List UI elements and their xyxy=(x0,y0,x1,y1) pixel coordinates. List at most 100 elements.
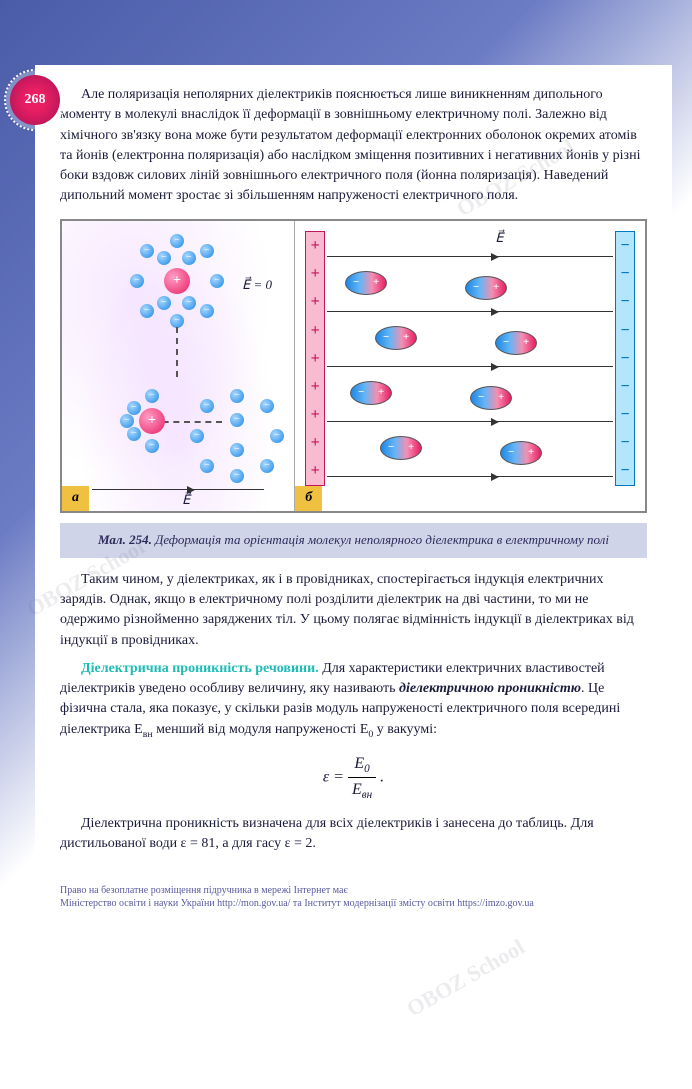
caption-prefix: Мал. 254. xyxy=(98,532,152,547)
dipole-molecule: −+ xyxy=(345,271,387,295)
atom-polarized-cloud: − − − − − − − − − − xyxy=(192,391,282,481)
electron-icon: − xyxy=(230,389,244,403)
formula-fraction: E0 Eвн xyxy=(348,752,376,804)
electron-icon: − xyxy=(200,459,214,473)
electron-icon: − xyxy=(145,389,159,403)
section-title: Діелектрична проникність речовини. xyxy=(81,661,319,676)
atom-neutral: + − − − − − − − − − − − − xyxy=(132,236,222,326)
plate-charge: + xyxy=(311,319,320,342)
electron-icon: − xyxy=(190,429,204,443)
plate-charge: + xyxy=(311,375,320,398)
plate-charge: − xyxy=(620,262,629,285)
paragraph-1: Але поляризація неполярних діелектриків … xyxy=(60,85,647,207)
footer-line-1: Право на безоплатне розміщення підручник… xyxy=(60,884,647,897)
plate-charge: + xyxy=(311,347,320,370)
electron-icon: − xyxy=(130,274,144,288)
plate-charge: + xyxy=(311,290,320,313)
electron-icon: − xyxy=(170,234,184,248)
dipole-molecule: −+ xyxy=(380,436,422,460)
electron-icon: − xyxy=(157,251,171,265)
nucleus-icon: + xyxy=(164,268,190,294)
electron-icon: − xyxy=(200,304,214,318)
plate-charge: − xyxy=(620,431,629,454)
plate-charge: − xyxy=(620,347,629,370)
electron-icon: − xyxy=(157,296,171,310)
formula-num-sub: 0 xyxy=(364,763,370,775)
page-content: Але поляризація неполярних діелектриків … xyxy=(35,65,672,930)
positive-plate: + + + + + + + + + xyxy=(305,231,325,486)
formula-den-sub: вн xyxy=(362,789,372,801)
formula-num: E xyxy=(354,755,364,772)
plate-charge: − xyxy=(620,234,629,257)
footer: Право на безоплатне розміщення підручник… xyxy=(60,884,647,910)
plate-charge: + xyxy=(311,403,320,426)
electron-icon: − xyxy=(182,296,196,310)
electron-icon: − xyxy=(140,304,154,318)
panel-b-label: б xyxy=(295,486,322,510)
dipole-molecule: −+ xyxy=(350,381,392,405)
plate-charge: − xyxy=(620,403,629,426)
electron-icon: − xyxy=(170,314,184,328)
plate-charge: − xyxy=(620,459,629,482)
electron-icon: − xyxy=(145,439,159,453)
nucleus-icon: + xyxy=(139,408,165,434)
electron-icon: − xyxy=(230,443,244,457)
electron-icon: − xyxy=(200,399,214,413)
figure-254: + − − − − − − − − − − − − E⃗ = 0 xyxy=(60,219,647,513)
plate-charge: − xyxy=(620,290,629,313)
electron-icon: − xyxy=(210,274,224,288)
page-number-badge: 268 xyxy=(10,75,60,125)
field-line xyxy=(327,311,613,312)
atom-polarized-nucleus: + − − − − − xyxy=(122,391,182,451)
negative-plate: − − − − − − − − − xyxy=(615,231,635,486)
figure-panel-b: + + + + + + + + + − − − − − − − xyxy=(295,221,645,511)
field-arrow xyxy=(92,489,264,490)
dipole-molecule: −+ xyxy=(465,276,507,300)
paragraph-2: Таким чином, у діелектриках, як і в пров… xyxy=(60,570,647,651)
figure-caption: Мал. 254. Деформація та орієнтація молек… xyxy=(60,523,647,558)
paragraph-4: Діелектрична проникність визначена для в… xyxy=(60,814,647,855)
electron-icon: − xyxy=(230,413,244,427)
dipole-molecule: −+ xyxy=(470,386,512,410)
panel-a-label: а xyxy=(62,486,89,510)
paragraph-3: Діелектрична проникність речовини. Для х… xyxy=(60,659,647,742)
e-label-b: E⃗ xyxy=(495,229,503,248)
electron-icon: − xyxy=(127,427,141,441)
formula-lhs: ε = xyxy=(323,768,344,785)
para3c: менший від модуля напруженості E xyxy=(153,722,369,737)
electron-icon: − xyxy=(260,399,274,413)
para3d: у вакуумі: xyxy=(373,722,437,737)
field-line xyxy=(327,476,613,477)
plate-charge: + xyxy=(311,234,320,257)
sub-vn: вн xyxy=(143,729,153,740)
electron-icon: − xyxy=(200,244,214,258)
page-number: 268 xyxy=(25,92,46,108)
electron-icon: − xyxy=(182,251,196,265)
formula-end: . xyxy=(380,768,384,785)
field-line xyxy=(327,256,613,257)
watermark: OBOZ School xyxy=(402,934,529,1022)
e-zero-label: E⃗ = 0 xyxy=(242,276,272,295)
plate-charge: + xyxy=(311,431,320,454)
dipole-molecule: −+ xyxy=(495,331,537,355)
dipole-molecule: −+ xyxy=(500,441,542,465)
caption-text: Деформація та орієнтація молекул неполяр… xyxy=(155,532,609,547)
electron-icon: − xyxy=(260,459,274,473)
field-line xyxy=(327,421,613,422)
plate-charge: + xyxy=(311,262,320,285)
formula-den: E xyxy=(352,781,362,798)
e-label: E⃗ xyxy=(182,491,190,510)
plate-charge: + xyxy=(311,459,320,482)
electron-icon: − xyxy=(230,469,244,483)
electron-icon: − xyxy=(270,429,284,443)
field-line xyxy=(327,366,613,367)
formula-permittivity: ε = E0 Eвн . xyxy=(60,752,647,804)
dashed-connector xyxy=(176,327,178,377)
plate-charge: − xyxy=(620,319,629,342)
electron-icon: − xyxy=(127,401,141,415)
footer-line-2: Міністерство освіти і науки України http… xyxy=(60,897,647,910)
figure-panel-a: + − − − − − − − − − − − − E⃗ = 0 xyxy=(62,221,295,511)
plate-charge: − xyxy=(620,375,629,398)
electron-icon: − xyxy=(140,244,154,258)
dipole-molecule: −+ xyxy=(375,326,417,350)
